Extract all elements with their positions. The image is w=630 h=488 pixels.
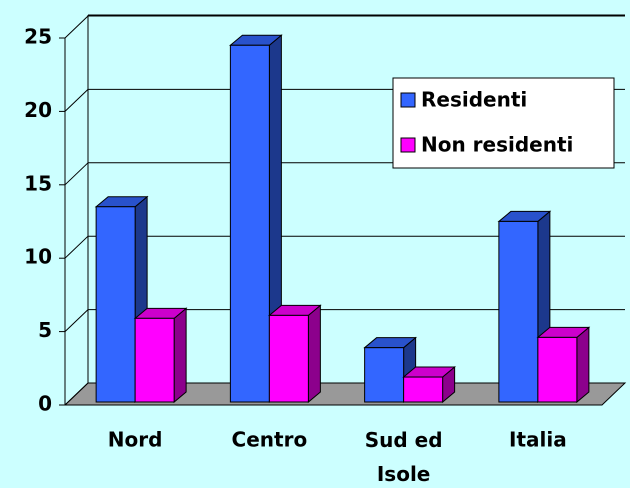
bar [228, 34, 283, 404]
bar-front [268, 314, 309, 403]
bar [267, 304, 322, 404]
y-tick-label: 0 [38, 392, 52, 416]
bar-front [364, 347, 405, 403]
x-tick-label: Nord [108, 428, 163, 452]
x-tick-label: Centro [232, 428, 308, 452]
x-tick-label: Italia [509, 428, 567, 452]
bar-front [134, 317, 175, 403]
bar [133, 307, 188, 404]
bar [536, 326, 591, 404]
y-tick-label: 5 [38, 318, 52, 342]
bar [363, 336, 418, 404]
y-tick-label: 15 [24, 171, 52, 195]
x-tick-label: Sud ed Isole [365, 428, 443, 486]
bar-front [95, 206, 136, 403]
grid-line [64, 15, 89, 39]
legend-swatch [400, 92, 416, 108]
legend-label: Non residenti [421, 133, 573, 157]
y-tick-label: 10 [24, 245, 52, 269]
legend-swatch [400, 137, 416, 153]
grid-line [64, 309, 89, 332]
bar-front [229, 44, 270, 403]
legend-label: Residenti [421, 88, 527, 112]
x-tick-label-line: Isole [377, 462, 431, 486]
grid-line [64, 162, 89, 186]
grid-line [64, 235, 89, 259]
bar [402, 365, 457, 404]
grid-line [64, 382, 89, 406]
bar-side [576, 326, 590, 404]
bar-front [537, 336, 578, 403]
bar-side [307, 304, 321, 404]
grid-line [64, 89, 89, 112]
y-tick-label: 25 [24, 25, 52, 49]
bar-side [173, 307, 187, 404]
y-tick-label: 20 [24, 98, 52, 122]
legend [392, 77, 615, 169]
x-tick-label-line: Sud ed [365, 428, 443, 452]
bar-front [403, 376, 444, 403]
bar-front [498, 220, 539, 403]
